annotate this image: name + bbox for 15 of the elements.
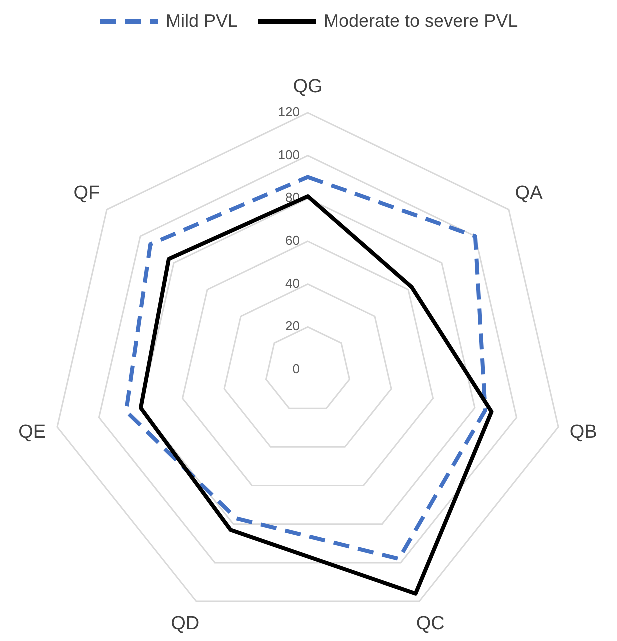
y-tick-label: 60: [286, 232, 300, 248]
spoke-label: QB: [570, 422, 598, 443]
spoke-label: QD: [171, 614, 200, 635]
legend-label: Moderate to severe PVL: [324, 10, 518, 31]
y-tick-label: 100: [278, 147, 300, 162]
spoke-label: QA: [515, 182, 544, 204]
y-tick-label: 0: [292, 361, 300, 376]
spoke-label: QE: [18, 422, 46, 443]
spoke-label: QC: [416, 614, 445, 635]
y-tick-label: 40: [286, 276, 300, 291]
legend-label: Mild PVL: [166, 10, 238, 31]
y-tick-label: 20: [286, 318, 300, 334]
y-tick-label: 120: [278, 104, 300, 120]
spoke-label: QG: [293, 76, 323, 98]
spoke-label: QF: [74, 182, 100, 204]
